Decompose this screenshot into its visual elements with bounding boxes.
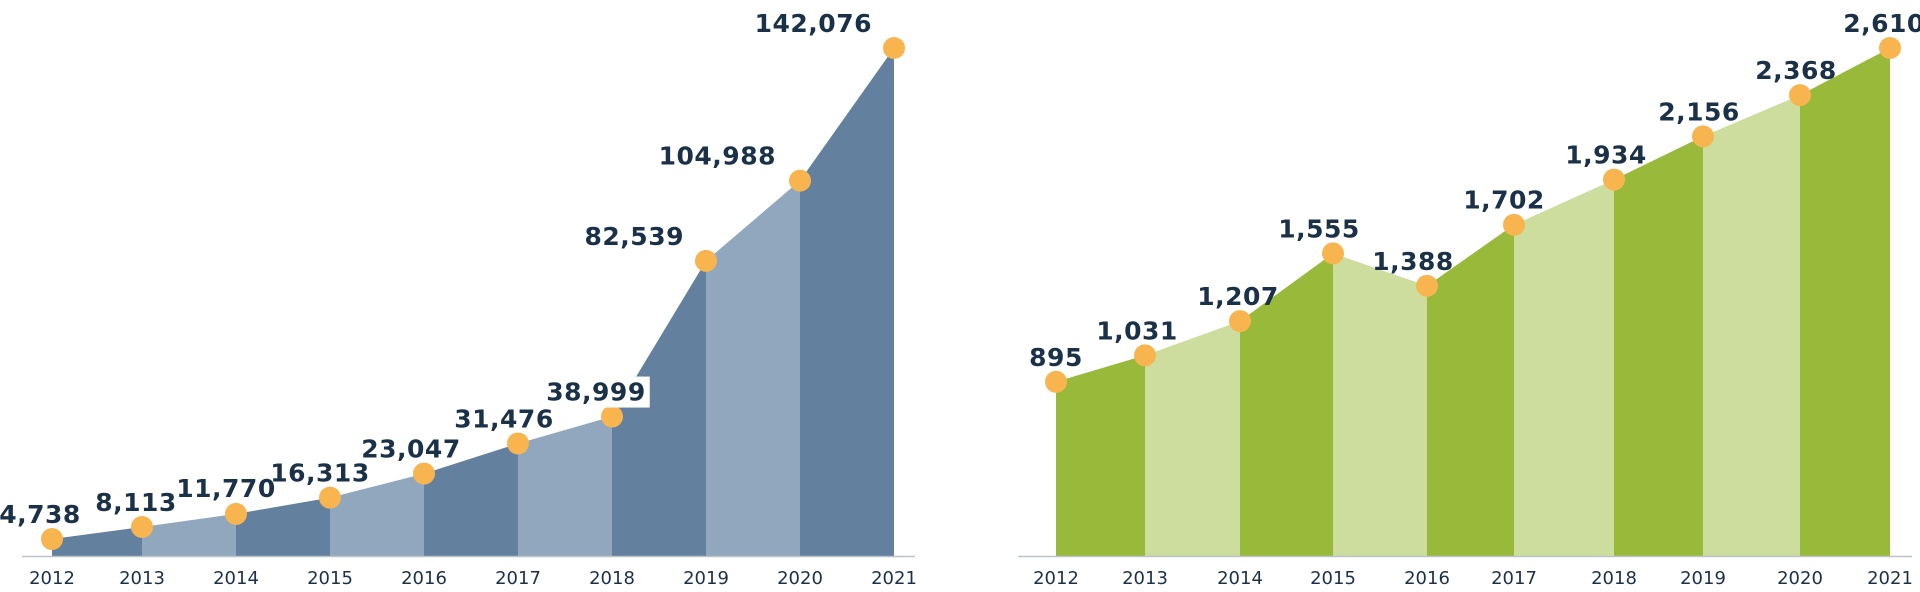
x-tick-label-2014: 2014 (213, 568, 259, 589)
data-label-2021: 2,610 (1843, 9, 1920, 38)
area-segment-2012-2013 (52, 526, 142, 556)
data-label-2021: 142,076 (755, 9, 872, 38)
area-segment-2017-2018 (1514, 179, 1614, 556)
x-tick-label-2019: 2019 (1680, 568, 1726, 589)
area-segment-2019-2020 (1703, 95, 1800, 556)
data-label-2016: 1,388 (1372, 247, 1454, 276)
data-label-2012: 4,738 (0, 500, 81, 529)
chart-right-area: 2012 2013 2014 2015 2016 2017 2018 2019 2020 2021… (1018, 9, 1920, 589)
data-label-2015: 1,555 (1278, 214, 1360, 243)
x-tick-label-2020: 2020 (777, 568, 823, 589)
x-tick-label-2016: 2016 (1404, 568, 1450, 589)
x-tick-label-2014: 2014 (1217, 568, 1263, 589)
data-point-2019 (695, 249, 717, 272)
area-segment-2013-2014 (1145, 321, 1240, 556)
area-segment-2017-2018 (518, 416, 612, 556)
data-point-2019 (1692, 125, 1714, 148)
x-tick-label-2019: 2019 (683, 568, 729, 589)
data-point-2012 (1045, 370, 1067, 393)
data-label-2019: 2,156 (1658, 97, 1740, 126)
data-point-2021 (883, 37, 905, 59)
data-label-2017: 31,476 (454, 404, 553, 433)
area-segment-2016-2017 (1427, 224, 1514, 557)
data-label-2016: 23,047 (361, 435, 460, 464)
data-point-2017 (507, 432, 529, 455)
x-tick-label-2015: 2015 (1310, 568, 1356, 589)
data-point-2020 (1789, 84, 1811, 107)
x-tick-label-2018: 2018 (589, 568, 635, 589)
data-label-2015: 16,313 (270, 459, 369, 488)
data-point-2016 (1416, 274, 1438, 297)
area-segment-2018-2019 (612, 260, 706, 556)
x-tick-label-2021: 2021 (1867, 568, 1913, 589)
data-point-2018 (601, 405, 623, 428)
x-tick-label-2012: 2012 (1033, 568, 1079, 589)
x-tick-label-2012: 2012 (29, 568, 75, 589)
data-point-2014 (225, 502, 247, 525)
area-segment-2013-2014 (142, 513, 236, 556)
x-tick-label-2016: 2016 (401, 568, 447, 589)
data-point-2017 (1503, 213, 1525, 236)
data-label-2013: 8,113 (95, 488, 177, 517)
data-label-background (542, 376, 650, 408)
area-segment-2019-2020 (706, 180, 800, 556)
data-point-2013 (1134, 344, 1156, 367)
x-tick-label-2017: 2017 (495, 568, 541, 589)
x-tick-label-2013: 2013 (1122, 568, 1168, 589)
data-label-2018: 1,934 (1565, 141, 1647, 170)
data-label-2019: 82,539 (585, 222, 684, 251)
data-point-2021 (1879, 37, 1901, 59)
x-tick-label-2015: 2015 (307, 568, 353, 589)
data-point-2013 (131, 515, 153, 538)
x-tick-label-2021: 2021 (871, 568, 917, 589)
data-label-2014: 1,207 (1197, 282, 1279, 311)
x-tick-label-2018: 2018 (1591, 568, 1637, 589)
data-point-2020 (789, 169, 811, 192)
area-segment-2020-2021 (1800, 48, 1890, 556)
area-segment-2012-2013 (1056, 355, 1145, 556)
chart-left-area: 2012 2013 2014 2015 2016 2017 2018 2019 2020 2021… (0, 9, 917, 589)
x-tick-label-2017: 2017 (1491, 568, 1537, 589)
area-segment-2014-2015 (1240, 253, 1333, 556)
data-label-2018: 38,999 (546, 378, 645, 407)
data-point-2014 (1229, 310, 1251, 333)
data-point-2015 (319, 486, 341, 509)
x-tick-label-2020: 2020 (1777, 568, 1823, 589)
data-label-2013: 1,031 (1096, 316, 1178, 345)
data-label-2012: 895 (1029, 343, 1083, 372)
area-segment-2015-2016 (330, 473, 424, 556)
data-label-2020: 2,368 (1755, 56, 1837, 85)
data-point-2012 (41, 528, 63, 551)
x-tick-label-2013: 2013 (119, 568, 165, 589)
area-segment-2015-2016 (1333, 253, 1427, 556)
data-label-2020: 104,988 (659, 142, 776, 171)
data-point-2018 (1603, 168, 1625, 191)
area-segment-2018-2019 (1614, 136, 1703, 556)
data-label-2017: 1,702 (1463, 186, 1545, 215)
data-point-2015 (1322, 242, 1344, 265)
area-segment-2014-2015 (236, 497, 330, 556)
data-label-2014: 11,770 (176, 474, 275, 503)
area-segment-2016-2017 (424, 443, 518, 556)
data-point-2016 (413, 462, 435, 485)
area-segment-2020-2021 (800, 48, 894, 556)
